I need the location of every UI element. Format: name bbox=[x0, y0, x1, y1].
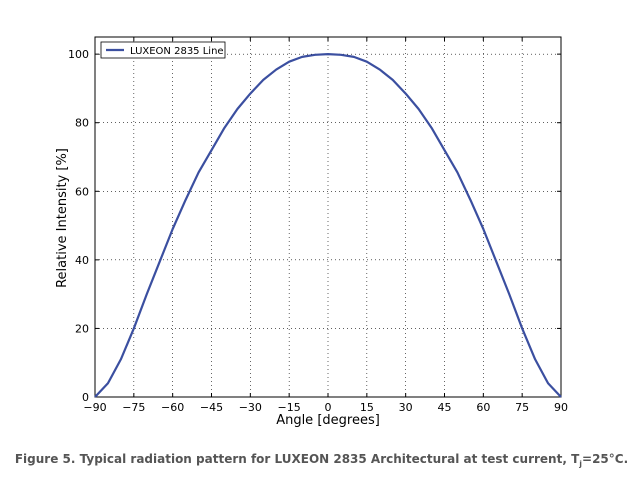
y-tick-labels: 0 20 40 60 80 100 bbox=[68, 48, 89, 404]
caption-subscript: j bbox=[579, 459, 583, 469]
caption-text: Figure 5. Typical radiation pattern for … bbox=[14, 452, 580, 466]
x-tick-labels: −90 −75 −60 −45 −30 −15 0 15 30 45 60 75 90 bbox=[83, 401, 568, 414]
series-line-luxeon-2835-line bbox=[94, 53, 562, 398]
x-tick-label: 0 bbox=[325, 401, 332, 414]
axis-ticks bbox=[94, 37, 562, 398]
y-tick-label: 80 bbox=[75, 117, 89, 130]
x-axis-label: Angle [degrees] bbox=[276, 413, 380, 428]
y-tick-label: 100 bbox=[68, 48, 89, 61]
caption-suffix: =25°C. bbox=[582, 452, 629, 466]
x-tick-label: −30 bbox=[239, 401, 262, 414]
radiation-pattern-chart: −90 −75 −60 −45 −30 −15 0 15 30 45 60 75 90 0 20 40 60 8… bbox=[55, 36, 568, 428]
x-tick-label: −45 bbox=[200, 401, 223, 414]
x-tick-label: 15 bbox=[360, 401, 374, 414]
y-tick-label: 0 bbox=[82, 391, 89, 404]
x-tick-label: 75 bbox=[515, 401, 529, 414]
x-tick-label: 90 bbox=[554, 401, 568, 414]
x-tick-label: 30 bbox=[399, 401, 413, 414]
y-tick-label: 40 bbox=[75, 254, 89, 267]
legend-label-luxeon-2835-line: LUXEON 2835 Line bbox=[130, 46, 224, 57]
grid-lines bbox=[94, 37, 562, 398]
x-tick-label: −75 bbox=[122, 401, 145, 414]
legend-box bbox=[100, 41, 226, 59]
y-axis-label: Relative Intensity [%] bbox=[55, 148, 70, 288]
x-tick-label: 60 bbox=[476, 401, 490, 414]
x-tick-label: 45 bbox=[438, 401, 452, 414]
y-tick-label: 20 bbox=[75, 322, 89, 335]
y-tick-label: 60 bbox=[75, 185, 89, 198]
figure-caption: Figure 5. Typical radiation pattern for … bbox=[0, 452, 643, 468]
x-tick-label: −90 bbox=[83, 401, 106, 414]
x-tick-label: −15 bbox=[278, 401, 301, 414]
legend: LUXEON 2835 Line bbox=[100, 41, 226, 59]
series-layer bbox=[94, 53, 562, 398]
x-tick-label: −60 bbox=[161, 401, 184, 414]
